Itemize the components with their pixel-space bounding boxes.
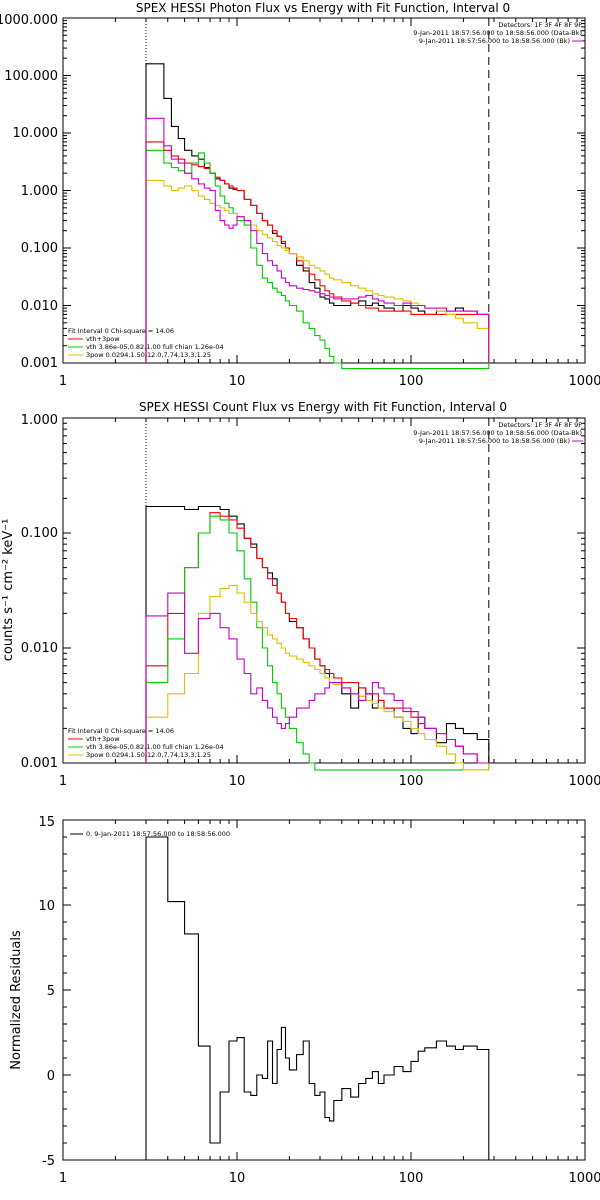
p1-xtick-label: 1000 — [568, 774, 600, 789]
p0-info-data-bk: 9-Jan-2011 18:57:56.000 to 18:58:56.000 … — [413, 29, 582, 37]
p0-xtick-label: 100 — [399, 374, 424, 389]
p2-ytick-label: 10 — [38, 899, 55, 914]
p2-ytick-label: 5 — [47, 984, 55, 999]
p0-xtick-label: 1 — [59, 374, 67, 389]
p0-ytick-label: 10.000 — [13, 126, 59, 141]
count-flux-ylabel: counts s⁻¹ cm⁻² keV⁻¹ — [1, 519, 16, 662]
p1-info-data-bk: 9-Jan-2011 18:57:56.000 to 18:58:56.000 … — [413, 429, 582, 437]
residuals-series — [145, 836, 490, 1160]
p0-fit-chi: Fit Interval 0 Chi-square = 14.06 — [68, 327, 174, 335]
residuals-legend: 0. 9-Jan-2011 18:57:56.000 to 18:58:56.0… — [70, 830, 230, 838]
p0-fit-model: vth+3pow — [86, 335, 120, 343]
series-step-line — [145, 512, 489, 764]
series-step-line — [145, 63, 490, 363]
photon-flux-title: SPEX HESSI Photon Flux vs Energy with Fi… — [136, 1, 510, 15]
photon-flux-series — [145, 63, 490, 370]
p2-legend-label: 0. 9-Jan-2011 18:57:56.000 to 18:58:56.0… — [86, 830, 230, 838]
p2-xtick-label: 1 — [59, 1171, 67, 1186]
p1-ytick-label: 0.100 — [21, 526, 58, 541]
photon-flux-ticks — [63, 18, 585, 363]
count-flux-vlines — [145, 418, 490, 763]
p2-ytick-label: -5 — [42, 1154, 55, 1169]
residuals-frame — [62, 819, 586, 1161]
series-step-line — [145, 592, 489, 764]
count-flux-title: SPEX HESSI Count Flux vs Energy with Fit… — [139, 400, 507, 414]
series-step-line — [145, 117, 490, 363]
p1-info-detectors: Detectors: 1F 3F 4F 8F 9F — [498, 421, 582, 429]
photon-flux-fit-legend: Fit Interval 0 Chi-square = 14.06 vth+3p… — [68, 327, 224, 359]
p2-xtick-label: 1000 — [568, 1171, 600, 1186]
count-flux-series — [145, 505, 490, 771]
p0-fit-3pow: 3pow 0.0294,1.50,12.0,7.74,13.3,1.25 — [86, 351, 211, 359]
p2-xtick-label: 100 — [399, 1171, 424, 1186]
series-step-line — [145, 179, 490, 363]
p0-xtick-label: 10 — [229, 374, 246, 389]
p1-xtick-label: 10 — [229, 774, 246, 789]
series-step-line — [145, 505, 490, 763]
count-flux-panel: SPEX HESSI Count Flux vs Energy with Fit… — [1, 400, 600, 789]
p1-info-bk: 9-Jan-2011 18:57:56.000 to 18:58:56.000 … — [419, 437, 570, 445]
photon-flux-panel: SPEX HESSI Photon Flux vs Energy with Fi… — [0, 1, 600, 389]
p0-info-detectors: Detectors: 1F 3F 4F 8F 9F — [498, 21, 582, 29]
p0-ytick-label: 1.000 — [21, 184, 58, 199]
p1-ytick-label: 0.010 — [21, 641, 58, 656]
p1-ytick-label: 0.001 — [21, 756, 58, 771]
series-step-line — [145, 836, 490, 1160]
photon-flux-frame — [62, 17, 586, 364]
residuals-panel: Normalized Residuals 1 10 100 1000 -5 0 … — [9, 815, 600, 1186]
p1-xtick-label: 100 — [399, 774, 424, 789]
p0-ytick-label: 0.010 — [21, 299, 58, 314]
p1-fit-model: vth+3pow — [86, 735, 120, 743]
p1-fit-3pow: 3pow 0.0294,1.50,12.0,7.74,13.3,1.25 — [86, 751, 211, 759]
p0-ytick-label: 0.001 — [21, 356, 58, 371]
p1-fit-chi: Fit Interval 0 Chi-square = 14.06 — [68, 727, 174, 735]
count-flux-fit-legend: Fit Interval 0 Chi-square = 14.06 vth+3p… — [68, 727, 224, 759]
p0-ytick-label: 0.100 — [21, 241, 58, 256]
series-step-line — [145, 141, 490, 363]
p0-xtick-label: 1000 — [568, 374, 600, 389]
residuals-ticks — [63, 820, 585, 1160]
count-flux-ticks — [63, 418, 585, 763]
p2-ytick-label: 15 — [38, 815, 55, 830]
count-flux-frame — [62, 417, 586, 764]
p0-ytick-label: 100.000 — [4, 69, 58, 84]
count-flux-info: Detectors: 1F 3F 4F 8F 9F 9-Jan-2011 18:… — [413, 421, 583, 445]
p0-ytick-label: 1000.000 — [0, 13, 58, 28]
residuals-ylabel: Normalized Residuals — [9, 930, 24, 1070]
p0-info-bk: 9-Jan-2011 18:57:56.000 to 18:58:56.000 … — [419, 37, 570, 45]
series-step-line — [145, 149, 490, 370]
photon-flux-info: Detectors: 1F 3F 4F 8F 9F 9-Jan-2011 18:… — [413, 21, 583, 45]
series-step-line — [145, 515, 490, 771]
p1-fit-vth: vth 3.86e-05,0.82,1.00 full chian 1.26e-… — [86, 743, 224, 751]
p2-xtick-label: 10 — [229, 1171, 246, 1186]
p2-ytick-label: 0 — [47, 1069, 55, 1084]
p0-fit-vth: vth 3.86e-05,0.82,1.00 full chian 1.26e-… — [86, 343, 224, 351]
p1-xtick-label: 1 — [59, 774, 67, 789]
p1-ytick-label: 1.000 — [21, 413, 58, 428]
series-step-line — [145, 584, 490, 771]
